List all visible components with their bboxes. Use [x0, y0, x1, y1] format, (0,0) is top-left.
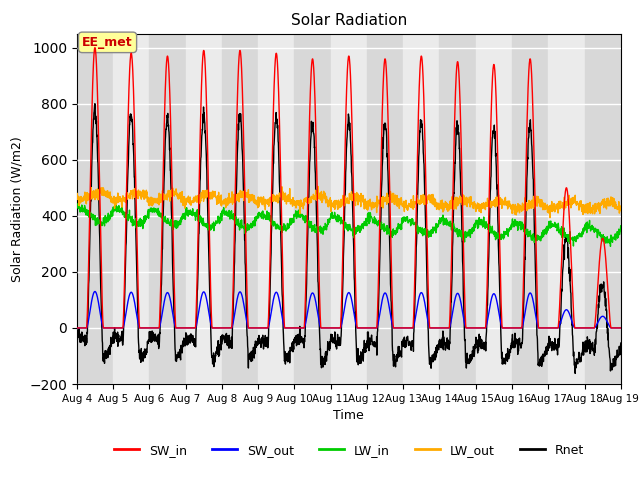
Bar	[584, 34, 621, 384]
Bar	[367, 34, 403, 384]
Legend: SW_in, SW_out, LW_in, LW_out, Rnet: SW_in, SW_out, LW_in, LW_out, Rnet	[109, 439, 589, 462]
Bar	[294, 34, 331, 384]
Bar	[331, 34, 367, 384]
Bar	[258, 34, 294, 384]
Bar	[186, 34, 222, 384]
X-axis label: Time: Time	[333, 409, 364, 422]
Bar	[113, 34, 149, 384]
Bar	[548, 34, 584, 384]
Bar	[149, 34, 186, 384]
Bar	[476, 34, 512, 384]
Bar	[512, 34, 548, 384]
Bar	[440, 34, 476, 384]
Bar	[403, 34, 440, 384]
Bar	[77, 34, 113, 384]
Text: EE_met: EE_met	[82, 36, 133, 49]
Y-axis label: Solar Radiation (W/m2): Solar Radiation (W/m2)	[11, 136, 24, 282]
Bar	[222, 34, 258, 384]
Title: Solar Radiation: Solar Radiation	[291, 13, 407, 28]
